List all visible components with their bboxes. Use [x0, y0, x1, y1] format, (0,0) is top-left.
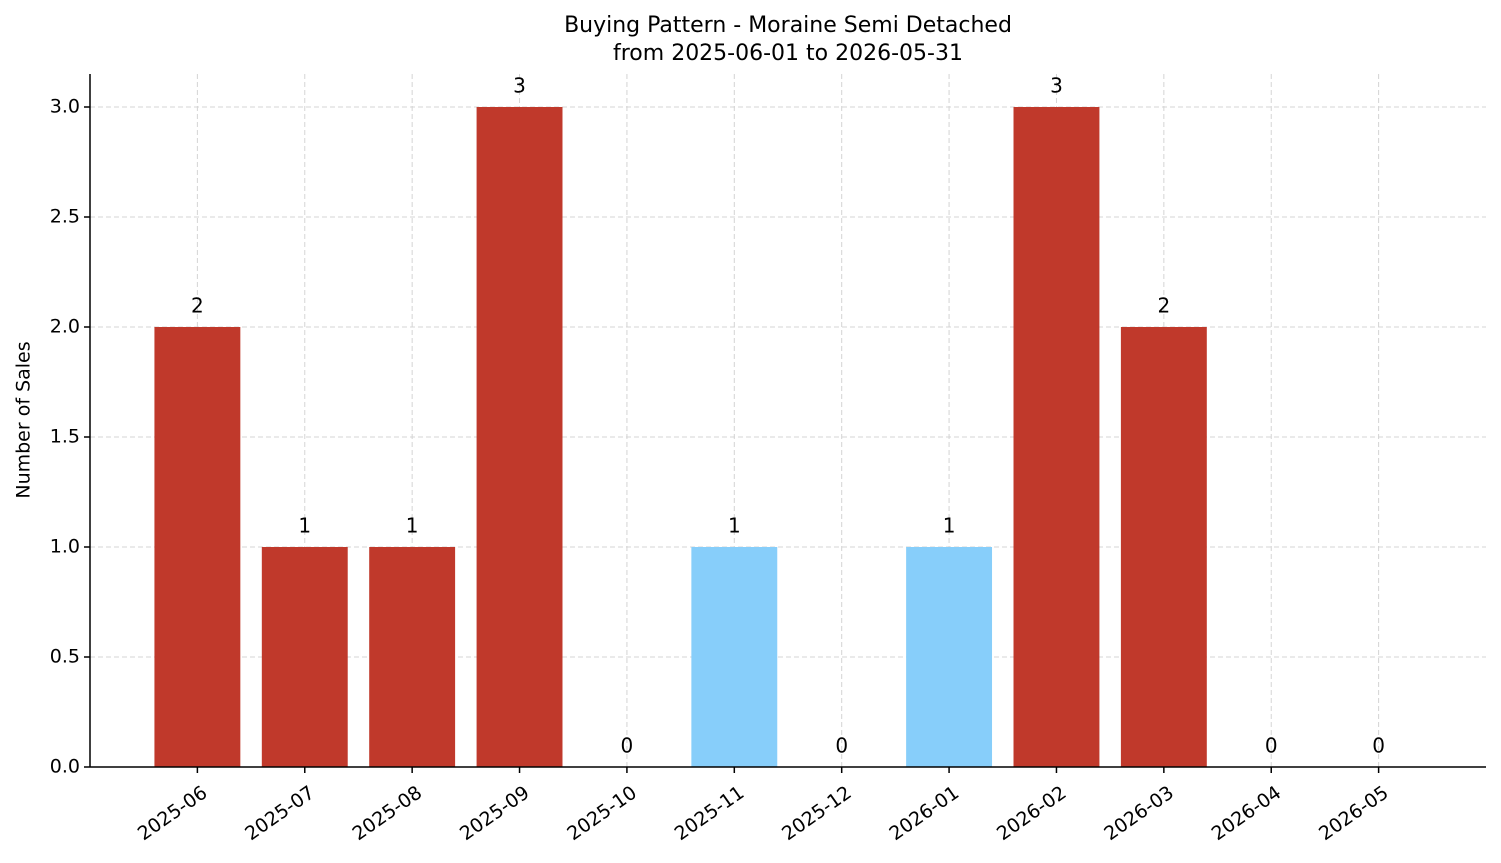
value-label: 3: [1050, 74, 1063, 98]
y-tick-label: 0.0: [50, 756, 80, 778]
value-label: 0: [621, 734, 634, 758]
value-label: 0: [1372, 734, 1385, 758]
y-tick-label: 1.5: [50, 426, 80, 448]
y-axis-label: Number of Sales: [13, 341, 35, 498]
chart-title: Buying Pattern - Moraine Semi Detached: [564, 13, 1012, 38]
x-tick-label: 2025-10: [563, 782, 641, 846]
value-label: 2: [191, 294, 204, 318]
chart-subtitle: from 2025-06-01 to 2026-05-31: [613, 41, 963, 66]
bar: [691, 547, 778, 767]
x-tick-label: 2025-09: [456, 782, 534, 846]
x-tick-label: 2025-12: [778, 782, 856, 846]
bar: [369, 547, 456, 767]
x-tick-label: 2026-01: [885, 782, 963, 846]
y-tick-label: 3.0: [50, 96, 80, 118]
x-tick-label: 2025-07: [241, 782, 319, 846]
x-tick-label: 2025-06: [134, 782, 212, 846]
bar: [1013, 107, 1100, 767]
bar: [906, 547, 993, 767]
x-tick-label: 2026-02: [993, 782, 1071, 846]
value-label: 3: [513, 74, 526, 98]
x-tick-label: 2026-03: [1100, 782, 1178, 846]
bar: [476, 107, 563, 767]
y-tick-label: 2.5: [50, 206, 80, 228]
x-tick-label: 2026-05: [1315, 782, 1393, 846]
y-tick-label: 1.0: [50, 536, 80, 558]
x-tick-label: 2026-04: [1208, 782, 1286, 846]
value-label: 2: [1157, 294, 1170, 318]
x-tick-label: 2025-11: [671, 782, 749, 846]
value-label: 0: [835, 734, 848, 758]
value-label: 0: [1265, 734, 1278, 758]
value-label: 1: [406, 514, 419, 538]
value-label: 1: [728, 514, 741, 538]
x-tick-label: 2025-08: [349, 782, 427, 846]
bar: [154, 327, 241, 767]
value-label: 1: [943, 514, 956, 538]
y-tick-label: 0.5: [50, 646, 80, 668]
value-label: 1: [298, 514, 311, 538]
bar: [261, 547, 348, 767]
bar: [1120, 327, 1207, 767]
y-tick-label: 2.0: [50, 316, 80, 338]
